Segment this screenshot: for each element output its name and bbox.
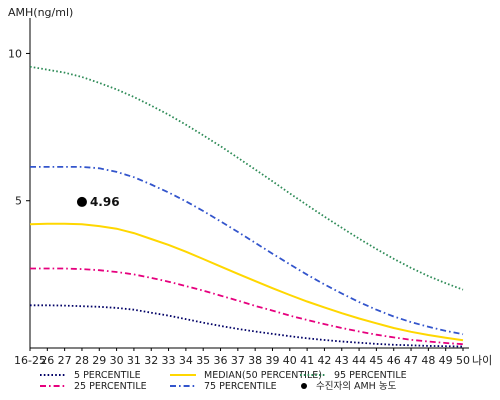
x-tick-label: 38	[248, 354, 262, 367]
series-line-95-percentile	[29, 65, 464, 291]
x-tick-label: 34	[179, 354, 193, 367]
series-line-25-percentile	[30, 267, 464, 346]
x-tick-label: 50	[456, 354, 470, 367]
x-tick-label: 30	[110, 354, 124, 367]
x-tick-label: 44	[352, 354, 366, 367]
y-tick-label: 10	[8, 47, 22, 60]
x-tick-label: 36	[214, 354, 228, 367]
y-axis-title: AMH(ng/ml)	[8, 6, 73, 19]
x-tick-label: 40	[283, 354, 297, 367]
x-axis-title: 나이	[472, 354, 492, 367]
series-line-75-percentile	[30, 165, 464, 336]
x-tick-label: 29	[92, 354, 106, 367]
x-tick-label: 41	[300, 354, 314, 367]
x-tick-label: 26	[40, 354, 54, 367]
y-tick-labels: 5 10	[8, 47, 30, 208]
point-layer: 4.96	[76, 195, 120, 209]
x-tick-label: 32	[144, 354, 158, 367]
x-tick-label: 27	[58, 354, 72, 367]
x-tick-label: 48	[421, 354, 435, 367]
x-tick-label: 49	[439, 354, 453, 367]
legend-label-75-percentile: 75 PERCENTILE	[204, 381, 277, 392]
legend-label-median-50-percentile: MEDIAN(50 PERCENTILE)	[204, 370, 322, 381]
x-tick-label: 42	[317, 354, 331, 367]
x-tick-label: 31	[127, 354, 141, 367]
patient-amh-point	[76, 196, 87, 207]
axes	[29, 18, 469, 349]
x-tick-label: 47	[404, 354, 418, 367]
legend-label-amh: 수진자의 AMH 농도	[316, 381, 397, 392]
x-tick-label: 16-25	[14, 354, 46, 367]
legend-swatch-amh	[301, 383, 307, 389]
y-tick-label: 5	[15, 195, 22, 208]
x-tick-label: 33	[162, 354, 176, 367]
x-tick-label: 35	[196, 354, 210, 367]
x-tick-label: 43	[335, 354, 349, 367]
legend-label-25-percentile: 25 PERCENTILE	[74, 381, 147, 392]
x-tick-label: 39	[265, 354, 279, 367]
series-line-median-50-percentile	[29, 222, 464, 342]
series-line-5-percentile	[30, 304, 464, 348]
x-tick-label: 45	[369, 354, 383, 367]
x-tick-label: 46	[387, 354, 401, 367]
patient-amh-value-label: 4.96	[90, 195, 120, 209]
series-layer	[29, 65, 464, 348]
legend-label-95-percentile: 95 PERCENTILE	[334, 370, 407, 381]
legend-label-5-percentile: 5 PERCENTILE	[74, 370, 141, 381]
x-tick-label: 28	[75, 354, 89, 367]
x-tick-label: 37	[231, 354, 245, 367]
